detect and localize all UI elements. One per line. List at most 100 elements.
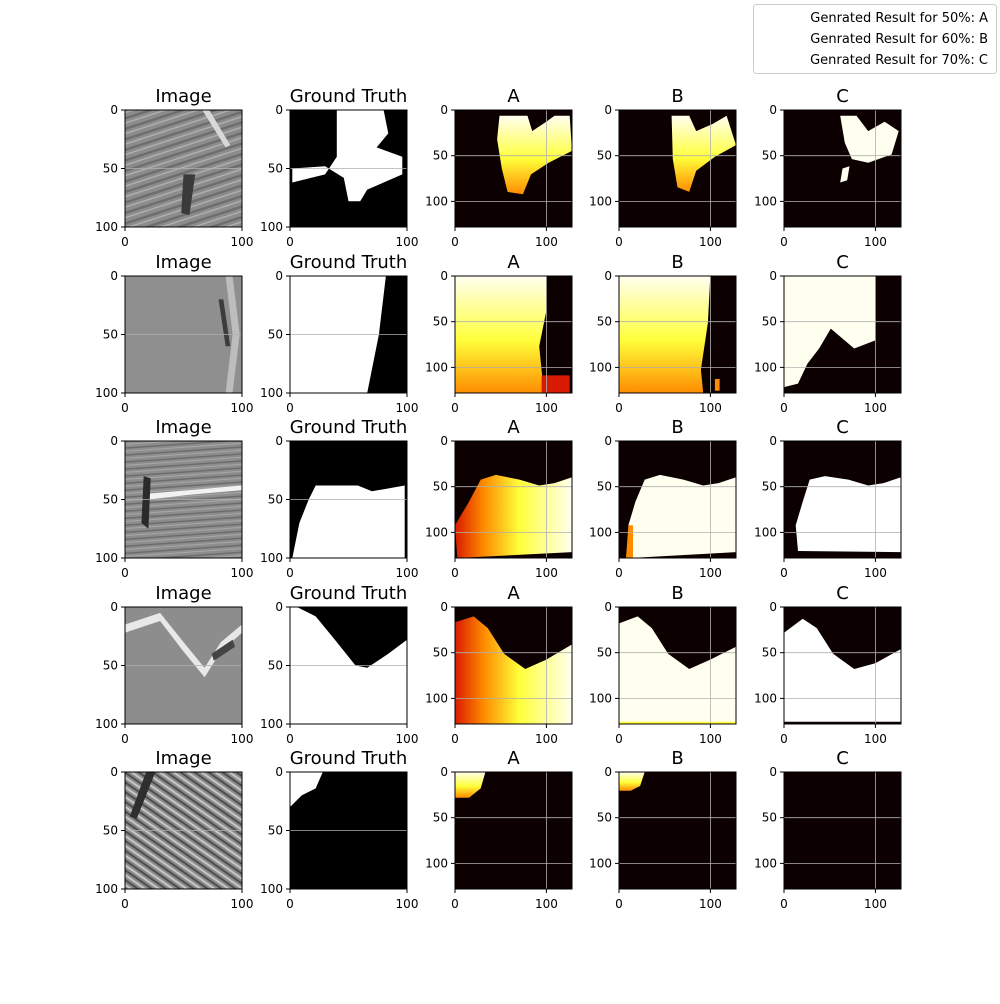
x-tick-label: 100 <box>535 401 558 415</box>
y-tick-label: 0 <box>440 269 448 283</box>
subplot-title: Ground Truth <box>290 252 408 273</box>
x-tick-label: 100 <box>396 897 419 911</box>
subplot-title: C <box>836 252 849 273</box>
y-tick-label: 100 <box>260 386 283 400</box>
x-tick-label: 100 <box>864 401 887 415</box>
heatmap-region <box>125 612 242 678</box>
subplot-r1-a: A 0 100 0 50 100 <box>425 86 573 249</box>
subplot-title: Ground Truth <box>290 583 408 604</box>
heatmap-region <box>619 616 736 724</box>
x-tick-label: 100 <box>535 566 558 580</box>
x-tick-label: 0 <box>615 732 623 746</box>
y-tick-label: 100 <box>589 525 612 539</box>
y-tick-label: 0 <box>275 103 283 117</box>
subplot-r2-a: A 0 100 0 50 100 <box>425 252 573 415</box>
y-tick-label: 50 <box>268 824 283 838</box>
x-tick-label: 100 <box>231 401 254 415</box>
x-tick-label: 100 <box>699 897 722 911</box>
y-tick-label: 50 <box>597 149 612 163</box>
subplot-title: B <box>671 252 683 273</box>
legend: Genrated Result for 50%: A Genrated Resu… <box>753 4 997 74</box>
heatmap-region <box>541 375 570 393</box>
subplot-r5-c: C 0 100 0 50 100 <box>754 748 902 911</box>
y-tick-label: 0 <box>604 600 612 614</box>
heatmap-region <box>840 115 899 163</box>
x-tick-label: 100 <box>699 732 722 746</box>
y-tick-label: 100 <box>754 194 777 208</box>
x-tick-label: 100 <box>864 897 887 911</box>
subplot-title: A <box>507 417 520 438</box>
x-tick-label: 100 <box>396 732 419 746</box>
axes-frame <box>618 771 737 890</box>
heatmap-region <box>628 474 736 558</box>
subplot-title: Image <box>155 86 211 107</box>
x-tick-label: 100 <box>396 566 419 580</box>
subplot-r4-a: A 0 100 0 50 100 <box>425 583 573 746</box>
heatmap-region <box>141 476 151 529</box>
y-tick-label: 100 <box>589 691 612 705</box>
y-tick-label: 0 <box>769 103 777 117</box>
axes-frame <box>454 440 573 559</box>
heatmap-region <box>297 607 407 668</box>
y-tick-label: 100 <box>95 882 118 896</box>
subplot-title: A <box>507 252 520 273</box>
subplot-title: Ground Truth <box>290 748 408 769</box>
subplot-r4-b: B 0 100 0 50 100 <box>589 583 737 746</box>
heatmap-region <box>671 115 736 192</box>
subplot-title: Image <box>155 583 211 604</box>
x-tick-label: 100 <box>864 235 887 249</box>
x-tick-label: 0 <box>121 897 129 911</box>
y-tick-label: 0 <box>110 103 118 117</box>
y-tick-label: 100 <box>260 220 283 234</box>
y-tick-label: 50 <box>268 493 283 507</box>
axes-frame <box>454 771 573 890</box>
x-tick-label: 100 <box>699 566 722 580</box>
heatmap-region <box>211 639 235 661</box>
x-tick-label: 0 <box>286 401 294 415</box>
x-tick-label: 100 <box>535 897 558 911</box>
x-tick-label: 0 <box>615 566 623 580</box>
y-tick-label: 50 <box>762 646 777 660</box>
heatmap-region <box>626 525 633 558</box>
subplot-r2-b: B 0 100 0 50 100 <box>589 252 737 415</box>
x-tick-label: 100 <box>864 566 887 580</box>
subplot-title: B <box>671 417 683 438</box>
y-tick-label: 100 <box>589 856 612 870</box>
x-tick-label: 0 <box>286 235 294 249</box>
heatmap-region <box>455 616 572 724</box>
y-tick-label: 0 <box>275 434 283 448</box>
y-tick-label: 50 <box>433 646 448 660</box>
heatmap-region <box>497 115 572 195</box>
x-tick-label: 0 <box>615 235 623 249</box>
y-tick-label: 100 <box>95 220 118 234</box>
x-tick-label: 0 <box>780 732 788 746</box>
x-tick-label: 0 <box>286 897 294 911</box>
y-tick-label: 100 <box>589 194 612 208</box>
axes-frame <box>783 771 902 890</box>
y-tick-label: 50 <box>103 493 118 507</box>
y-tick-label: 50 <box>597 480 612 494</box>
subplot-r5-b: B 0 100 0 50 100 <box>589 748 737 911</box>
y-tick-label: 100 <box>425 194 448 208</box>
x-tick-label: 100 <box>699 401 722 415</box>
heatmap-region <box>148 485 242 500</box>
subplot-title: A <box>507 748 520 769</box>
y-tick-label: 0 <box>769 269 777 283</box>
y-tick-label: 0 <box>110 600 118 614</box>
heatmap-region <box>455 772 486 798</box>
x-tick-label: 100 <box>231 732 254 746</box>
subplot-r3-a: A 0 100 0 50 100 <box>425 417 573 580</box>
y-tick-label: 100 <box>95 551 118 565</box>
y-tick-label: 50 <box>103 824 118 838</box>
x-tick-label: 0 <box>780 566 788 580</box>
heatmap-region <box>795 476 901 553</box>
y-tick-label: 50 <box>103 162 118 176</box>
subplot-title: B <box>671 583 683 604</box>
